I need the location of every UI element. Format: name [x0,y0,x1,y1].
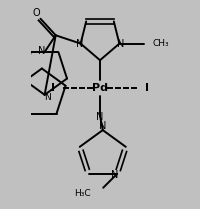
Text: N: N [76,39,83,49]
Text: N: N [38,46,46,56]
Text: I: I [51,83,55,93]
Text: Pd: Pd [92,83,108,93]
Text: I: I [145,83,149,93]
Text: N: N [99,121,106,131]
Text: N: N [44,93,51,102]
Text: H₃C: H₃C [74,189,91,198]
Text: N: N [111,170,118,180]
Text: O: O [33,8,40,18]
Text: N: N [96,112,104,122]
Text: N: N [117,39,124,49]
Text: CH₃: CH₃ [153,39,169,48]
